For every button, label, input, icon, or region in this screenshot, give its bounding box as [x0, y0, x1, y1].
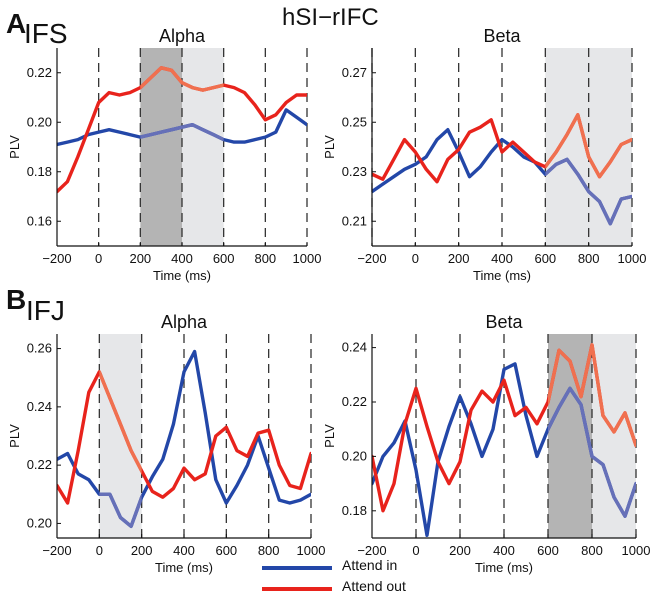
x-tick-label: 200 [131, 543, 153, 558]
y-tick-label: 0.25 [342, 114, 367, 129]
x-tick-label: 0 [412, 251, 419, 266]
shaded-window-0 [99, 334, 142, 538]
y-axis-label: PLV [7, 424, 22, 448]
y-tick-label: 0.18 [342, 503, 367, 518]
x-tick-label: 400 [493, 543, 515, 558]
panel-title: Alpha [161, 312, 208, 332]
x-tick-label: 1000 [622, 543, 651, 558]
x-tick-label: 400 [491, 251, 513, 266]
x-tick-label: −200 [357, 251, 386, 266]
x-tick-label: 600 [534, 251, 556, 266]
x-tick-label: −200 [42, 543, 71, 558]
y-axis-label: PLV [322, 424, 337, 448]
x-axis-label: Time (ms) [475, 560, 533, 575]
y-tick-label: 0.20 [27, 114, 52, 129]
x-tick-label: 800 [581, 543, 603, 558]
y-tick-label: 0.24 [342, 340, 367, 355]
figure-title: hSI−rIFC [282, 4, 379, 31]
x-tick-label: 1000 [293, 251, 322, 266]
x-tick-label: −200 [42, 251, 71, 266]
x-tick-label: 200 [449, 543, 471, 558]
y-tick-label: 0.20 [342, 448, 367, 463]
y-tick-label: 0.22 [27, 457, 52, 472]
y-tick-label: 0.20 [27, 515, 52, 530]
y-tick-label: 0.16 [27, 213, 52, 228]
x-tick-label: 1000 [297, 543, 326, 558]
chart-panel-b-beta: −200 0 200 400 600 800 1000 0.18 0.20 0.22 0.24 Bet… [322, 312, 650, 575]
x-tick-label: 400 [171, 251, 193, 266]
x-axis-label: Time (ms) [153, 268, 211, 283]
y-tick-label: 0.26 [27, 341, 52, 356]
series-line-attend-in [57, 349, 311, 528]
x-tick-label: 800 [258, 543, 280, 558]
y-tick-label: 0.21 [342, 213, 367, 228]
y-tick-label: 0.24 [27, 399, 52, 414]
y-tick-label: 0.22 [27, 65, 52, 80]
x-axis-label: Time (ms) [473, 268, 531, 283]
chart-panel-a-alpha: −200 0 200 400 600 800 1000 0.16 0.18 0.20 0.22 Alp… [7, 26, 321, 283]
y-tick-label: 0.23 [342, 164, 367, 179]
y-tick-label: 0.18 [27, 164, 52, 179]
shaded-window-1 [182, 48, 224, 246]
x-tick-label: 1000 [618, 251, 647, 266]
series-line-attend-out [57, 370, 311, 505]
panel-title: Alpha [159, 26, 206, 46]
row-label-ifj: IFJ [26, 295, 65, 326]
x-tick-label: 400 [173, 543, 195, 558]
legend-line-attend-in [262, 566, 332, 570]
x-tick-label: −200 [357, 543, 386, 558]
x-tick-label: 200 [448, 251, 470, 266]
x-tick-label: 600 [213, 251, 235, 266]
panel-label-b: B [6, 284, 27, 315]
legend-label-attend-out: Attend out [342, 578, 406, 594]
x-tick-label: 200 [129, 251, 151, 266]
chart-panel-a-beta: −200 0 200 400 600 800 1000 0.21 0.23 0.25 0.27 Bet… [322, 26, 646, 283]
y-axis-label: PLV [322, 135, 337, 159]
series-highlight-attend-in [545, 157, 632, 226]
series-highlight-attend-out [545, 113, 632, 179]
chart-panel-b-alpha: −200 0 200 400 600 800 1000 0.20 0.22 0.24 0.26 Alp… [7, 312, 325, 575]
panel-title: Beta [485, 312, 523, 332]
x-tick-label: 0 [96, 543, 103, 558]
y-tick-label: 0.22 [342, 394, 367, 409]
x-tick-label: 600 [215, 543, 237, 558]
x-tick-label: 0 [412, 543, 419, 558]
legend-line-attend-out [262, 587, 332, 591]
x-tick-label: 0 [95, 251, 102, 266]
x-tick-label: 800 [578, 251, 600, 266]
panel-title: Beta [483, 26, 521, 46]
panel-label-a: A [6, 8, 27, 39]
legend-label-attend-in: Attend in [342, 557, 398, 573]
x-axis-label: Time (ms) [155, 560, 213, 575]
x-tick-label: 800 [254, 251, 276, 266]
y-axis-label: PLV [7, 135, 22, 159]
y-tick-label: 0.27 [342, 65, 367, 80]
row-label-ifs: IFS [24, 18, 68, 49]
x-tick-label: 600 [537, 543, 559, 558]
